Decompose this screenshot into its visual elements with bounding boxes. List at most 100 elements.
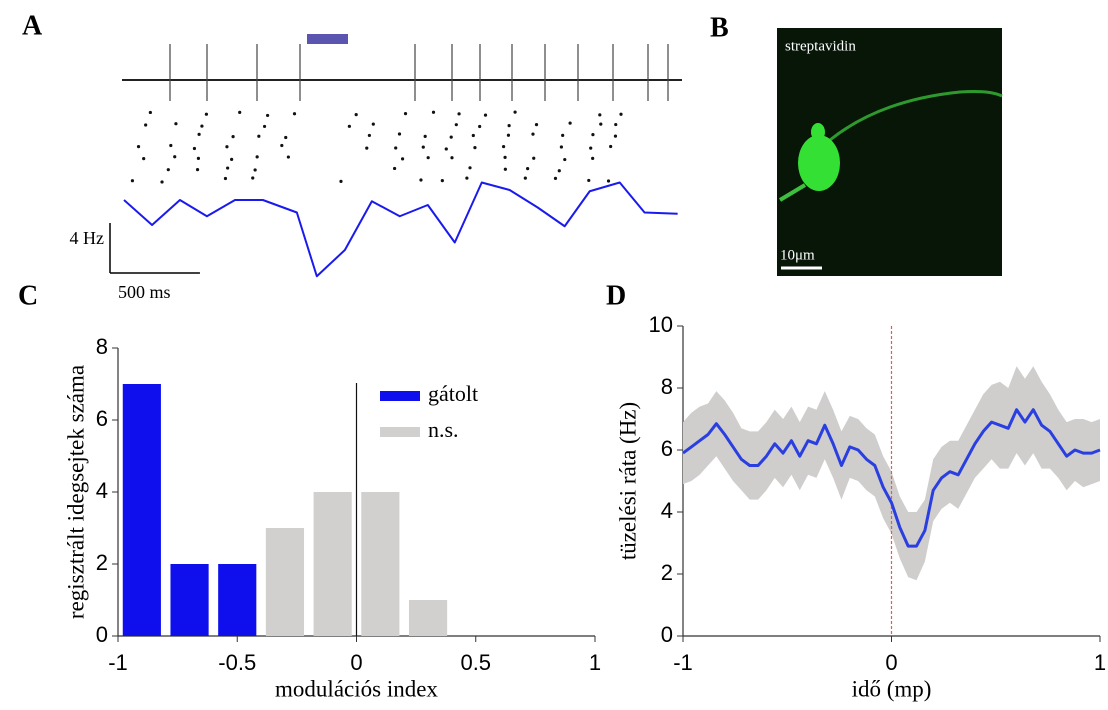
raster-dot [400,157,405,161]
y-axis-label: tüzelési ráta (Hz) [615,402,640,560]
raster-dot [223,176,228,181]
raster-dot [534,123,539,127]
bar [408,600,448,636]
raster-dot [506,133,511,137]
raster-dot [196,156,201,161]
raster-dot [444,147,448,151]
raster-dot [457,112,461,116]
x-tick-label: -1 [108,650,128,675]
rate-line [123,181,678,278]
panel-label: A [22,10,43,41]
raster-dot [568,121,572,125]
raster-dot [523,176,527,180]
raster-dot [144,123,148,127]
raster-dot [449,135,453,139]
raster-dot [225,145,229,149]
scale-label: 4 Hz [70,228,105,248]
raster-dot [587,178,591,183]
raster-dot [354,113,358,117]
raster-dot [371,122,375,126]
raster-dot [365,146,369,150]
raster-dot [473,146,477,150]
raster-dot [454,123,458,127]
raster-dot [142,157,146,161]
bar [361,492,400,636]
bar [265,528,305,636]
raster-dot [393,166,397,171]
raster-dot [262,124,267,129]
raster-dot [478,124,482,129]
raster-dot [197,132,201,136]
raster-dot [195,168,200,172]
soma [798,135,840,191]
raster-dot [169,143,173,148]
raster-dot [613,134,618,138]
stimulus-bar [307,34,348,44]
raster-dot [339,179,343,183]
raster-dot [173,155,177,159]
raster-dot [431,110,436,114]
raster-dot [204,112,208,116]
panel-a [122,34,682,184]
bar [170,564,209,636]
y-tick-label: 2 [661,560,673,585]
raster-dot [591,156,595,160]
raster-dot [471,133,475,138]
axon [829,90,1003,142]
raster-dot [450,156,454,160]
raster-dot [598,113,602,117]
bar [122,384,161,636]
raster-dot [280,143,284,148]
raster-dot [230,157,234,161]
y-tick-label: 6 [661,436,673,461]
x-tick-label: -0.5 [218,650,256,675]
raster-dot [561,133,565,137]
raster-dot [507,124,511,128]
raster-dot [619,112,623,116]
dendrite [778,183,807,202]
raster-dot [419,178,423,182]
panel-label: C [18,280,38,311]
y-tick-label: 4 [661,498,673,523]
panel-label: B [710,12,729,43]
x-tick-label: 0 [885,650,897,675]
raster-dot [284,135,288,140]
panel-label: D [606,280,626,311]
raster-dot [559,145,563,149]
raster-dot [148,110,152,115]
rate-line [682,408,1101,548]
raster-dot [483,113,488,117]
raster-dot [503,155,507,159]
raster-dot [257,134,261,138]
micrograph: streptavidin 10μm [777,28,1003,276]
x-tick-label: -1 [673,650,693,675]
y-axis-label: regisztrált idegsejtek száma [63,365,88,619]
raster-dot [403,112,408,116]
raster-dot [292,112,297,116]
y-tick-label: 0 [96,622,108,647]
raster-dot [286,155,290,159]
raster-dot [532,156,536,160]
x-tick-label: 1 [1094,650,1106,675]
raster-dot [265,113,270,118]
x-tick-label: 1 [589,650,601,675]
raster-dot [513,110,517,114]
raster-dot [192,146,197,151]
raster-dot [251,176,255,180]
y-tick-label: 8 [96,334,108,359]
raster-dot [465,176,469,180]
raster-dot [253,168,257,172]
legend-label: n.s. [428,417,459,442]
raster-dot [397,132,402,136]
raster-dot [591,133,595,137]
scale-label: 10μm [780,247,815,263]
raster-dot [526,167,530,171]
x-tick-label: 0.5 [460,650,491,675]
raster-dot [136,145,141,149]
x-axis-label: modulációs index [275,676,438,701]
y-tick-label: 4 [96,478,108,503]
legend-label: gátolt [428,381,478,406]
raster-dot [553,176,558,180]
raster-dot [609,144,613,149]
raster-dot [503,167,507,171]
